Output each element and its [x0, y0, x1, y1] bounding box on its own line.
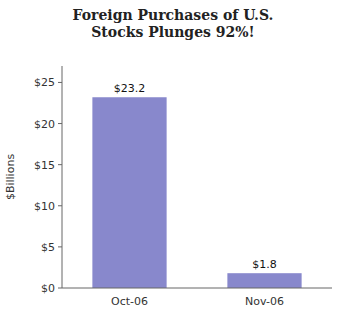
- y-tick: [58, 164, 62, 165]
- chart-container: Foreign Purchases of U.S.Stocks Plunges …: [0, 0, 346, 316]
- y-axis-label: $Billions: [4, 154, 17, 200]
- y-tick: [58, 123, 62, 124]
- bar: [227, 273, 301, 288]
- y-axis-line: [62, 66, 63, 288]
- data-label: $1.8: [252, 258, 277, 271]
- y-axis: $0 $5 $10 $15 $20 $25: [34, 76, 62, 295]
- y-tick-label: $25: [34, 76, 55, 89]
- bars: [92, 97, 301, 288]
- bar: [92, 97, 166, 288]
- y-tick: [58, 82, 62, 83]
- y-tick-label: $5: [41, 241, 55, 254]
- title: Foreign Purchases of U.S.Stocks Plunges …: [73, 7, 274, 40]
- y-tick-label: $15: [34, 159, 55, 172]
- y-tick-label: $10: [34, 200, 55, 213]
- x-tick-label: Nov-06: [245, 295, 284, 308]
- y-tick: [58, 205, 62, 206]
- x-axis-line: [62, 288, 332, 289]
- data-labels: $23.2 $1.8: [114, 82, 277, 271]
- y-tick: [58, 288, 62, 289]
- chart: Foreign Purchases of U.S.Stocks Plunges …: [0, 0, 346, 316]
- data-label: $23.2: [114, 82, 146, 95]
- y-tick: [58, 246, 62, 247]
- x-tick-label: Oct-06: [111, 295, 148, 308]
- y-tick-label: $20: [34, 118, 55, 131]
- y-tick-label: $0: [41, 282, 55, 295]
